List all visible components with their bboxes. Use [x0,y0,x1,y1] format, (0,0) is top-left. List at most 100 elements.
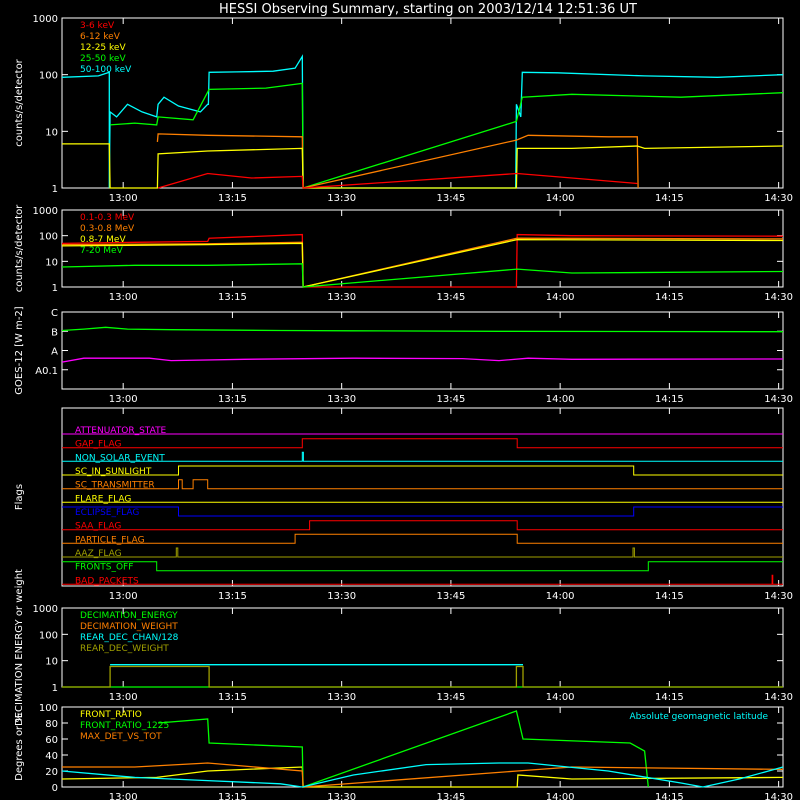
y-axis-label: counts/s/detector [14,204,25,292]
flag-label: ECLIPSE_FLAG [75,508,139,518]
legend-entry: 0.1-0.3 MeV [80,213,135,223]
y-tick-label: 10 [45,127,58,138]
legend-entry: 25-50 keV [80,54,126,64]
flag-line [62,533,783,544]
legend-entry: 0.3-0.8 MeV [80,224,135,234]
series-line [61,238,784,288]
y-tick-label: B [51,327,58,338]
x-tick-label: 14:15 [655,692,684,703]
x-tick-label: 13:15 [218,292,247,303]
legend-entry: MAX_DET_VS_TOT [80,732,162,742]
y-tick-label: 100 [39,71,58,82]
flag-line [62,520,783,531]
x-tick-label: 13:30 [327,792,356,800]
flag-line [62,465,783,476]
x-tick-label: 13:30 [327,292,356,303]
series-line [62,665,783,688]
y-tick-label: 20 [45,767,58,778]
series-line [61,762,784,788]
panel-gamma: 13:00 13:15 13:30 13:45 14:00 14:15 14:30 1 10 10… [14,204,793,303]
legend-entry: REAR_DEC_WEIGHT [80,644,169,654]
y-tick-label: C [51,308,58,319]
legend-entry: FRONT_RATIO [80,710,142,720]
legend-entry: FRONT_RATIO_1225 [80,721,169,731]
legend-entry: DECIMATION_WEIGHT [80,622,178,632]
flag-label: SAA_FLAG [75,522,121,532]
y-axis-label: GOES-12 [W m-2] [14,306,25,394]
series-line [157,172,638,189]
flag-line [62,547,783,558]
x-tick-label: 13:00 [109,591,138,602]
y-tick-label: 0 [52,783,58,794]
flag-label: NON_SOLAR_EVENT [75,453,165,463]
series-line [61,766,784,788]
panel-goes: 13:00 13:15 13:30 13:45 14:00 14:15 14:30 CBA A0… [14,306,793,405]
panel-ratio: 13:00 13:15 13:30 13:45 14:00 14:15 14:30 0 20 40… [14,703,793,800]
x-tick-label: 14:30 [764,591,793,602]
x-tick-label: 13:45 [436,292,465,303]
flag-label: PARTICLE_FLAG [75,535,145,545]
y-tick-label: 40 [45,751,58,762]
flag-label: GAP_FLAG [75,440,121,450]
legend-entry: 3-6 keV [80,21,115,31]
series-line [61,326,784,333]
flag-label: SC_IN_SUNLIGHT [75,467,152,477]
x-tick-label: 14:00 [546,394,575,405]
panel-frame [61,209,784,288]
legend-entry: 0.8-7 MeV [80,235,126,245]
x-tick-label: 13:00 [109,292,138,303]
y-tick-label: 1 [52,683,58,694]
y-axis-label: DECIMATION ENERGY or weight [14,569,25,726]
flag-label: BAD_PACKETS [75,576,139,586]
flag-line [62,574,783,585]
flag-label: AAZ_FLAG [75,549,122,559]
x-tick-label: 14:00 [546,692,575,703]
x-tick-label: 14:00 [546,193,575,204]
y-tick-label: 100 [39,703,58,714]
x-tick-label: 14:15 [655,591,684,602]
y-tick-label: 1000 [33,206,58,217]
x-tick-label: 13:00 [109,394,138,405]
y-tick-label: A0.1 [35,366,58,377]
y-tick-label: 10 [45,257,58,268]
series-line [62,762,784,788]
x-tick-label: 13:00 [109,792,138,800]
panel-xray_low: 13:00 13:15 13:30 13:45 14:00 14:15 14:30 1 10 10… [14,14,793,204]
chart-title: HESSI Observing Summary, starting on 200… [219,2,637,17]
y-tick-label: 1000 [33,604,58,615]
y-tick-label: 100 [39,232,58,243]
x-tick-label: 14:15 [655,193,684,204]
legend-entry: DECIMATION_ENERGY [80,611,178,621]
panel-frame [61,311,784,390]
x-tick-label: 14:30 [764,193,793,204]
legend-entry: 7-20 MeV [80,246,124,256]
legend-entry: 50-100 keV [80,65,132,75]
legend-entry: 6-12 keV [80,32,121,42]
series-line [62,143,784,189]
y-tick-label: 60 [45,735,58,746]
x-tick-label: 14:00 [546,792,575,800]
flag-line [62,561,783,572]
y-tick-label: 1 [52,283,58,294]
series-line [110,82,784,189]
x-tick-label: 14:30 [764,792,793,800]
flag-line [62,479,783,490]
panel-decimation: 13:00 13:15 13:30 13:45 14:00 14:15 14:30 1 10 10… [14,569,793,726]
y-axis-label: counts/s/detector [14,58,25,146]
panel-frame [61,17,784,189]
legend-entry: 12-25 keV [80,43,126,53]
x-tick-label: 13:45 [436,394,465,405]
flag-label: ATTENUATOR_STATE [75,426,167,436]
x-tick-label: 14:15 [655,292,684,303]
x-tick-label: 13:15 [218,692,247,703]
x-tick-label: 14:00 [546,591,575,602]
series-line [61,357,784,363]
series-line [156,133,639,189]
series-line [158,710,649,788]
x-tick-label: 13:45 [436,792,465,800]
flag-line [62,451,783,462]
x-tick-label: 14:30 [764,292,793,303]
x-tick-label: 13:30 [327,394,356,405]
y-tick-label: 1000 [33,14,58,25]
